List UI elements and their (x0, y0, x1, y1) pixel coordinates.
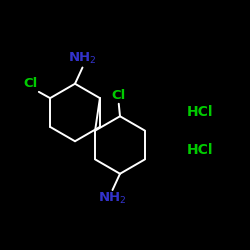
Text: Cl: Cl (112, 90, 126, 102)
Text: NH$_2$: NH$_2$ (98, 191, 127, 206)
Text: HCl: HCl (187, 143, 213, 157)
Text: NH$_2$: NH$_2$ (68, 51, 97, 66)
Text: Cl: Cl (23, 77, 38, 90)
Text: HCl: HCl (187, 106, 213, 120)
